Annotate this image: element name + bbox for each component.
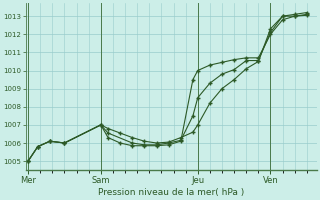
X-axis label: Pression niveau de la mer( hPa ): Pression niveau de la mer( hPa ) [98, 188, 244, 197]
